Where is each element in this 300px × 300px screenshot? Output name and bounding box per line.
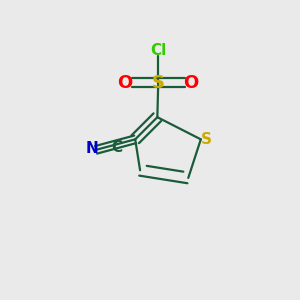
Text: O: O [118, 74, 133, 92]
Text: S: S [201, 132, 212, 147]
Text: C: C [111, 140, 122, 155]
Text: O: O [184, 74, 199, 92]
Text: Cl: Cl [150, 44, 166, 59]
Text: N: N [86, 140, 99, 155]
Text: S: S [152, 74, 165, 92]
